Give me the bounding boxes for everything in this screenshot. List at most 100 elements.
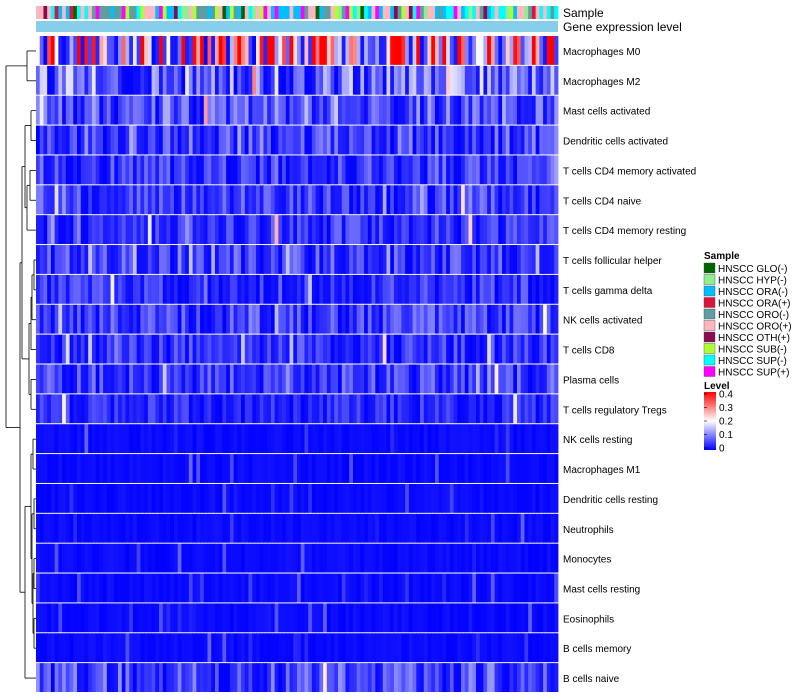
- heatmap-cell: [449, 95, 454, 125]
- row-label: Neutrophils: [563, 525, 614, 536]
- heatmap-cell: [196, 125, 201, 155]
- heatmap-cell: [393, 304, 399, 334]
- heatmap-cell: [442, 394, 447, 424]
- heatmap-cell: [36, 274, 41, 304]
- heatmap-cell: [464, 215, 469, 245]
- heatmap-cell: [237, 663, 242, 692]
- heatmap-cell: [203, 603, 208, 633]
- heatmap-cell: [106, 454, 111, 483]
- heatmap-cell: [99, 573, 104, 603]
- heatmap-cell: [114, 663, 119, 692]
- heatmap-cell: [110, 245, 115, 274]
- heatmap-cell: [140, 274, 145, 304]
- heatmap-cell: [77, 513, 82, 543]
- heatmap-cell: [490, 364, 496, 394]
- heatmap-cell: [200, 603, 205, 633]
- heatmap-cell: [166, 215, 171, 245]
- heatmap-cell: [326, 513, 331, 543]
- heatmap-cell: [147, 513, 152, 543]
- heatmap-cell: [62, 334, 67, 364]
- sample-annotation-cell: [531, 6, 537, 19]
- heatmap-cell: [487, 334, 492, 364]
- heatmap-cell: [505, 304, 510, 334]
- heatmap-cell: [110, 36, 115, 65]
- sample-legend-swatch: [703, 308, 716, 320]
- heatmap-cell: [308, 364, 313, 394]
- heatmap-cell: [140, 394, 145, 424]
- heatmap-cell: [106, 95, 111, 125]
- heatmap-cell: [442, 65, 447, 95]
- heatmap-cell: [315, 274, 320, 304]
- heatmap-cell: [259, 603, 264, 633]
- heatmap-cell: [159, 663, 164, 692]
- heatmap-cell: [211, 603, 216, 633]
- heatmap-cell: [293, 36, 298, 65]
- heatmap-cell: [490, 65, 496, 95]
- heatmap-cell: [405, 663, 410, 692]
- heatmap-cell: [77, 274, 82, 304]
- heatmap-cell: [47, 633, 52, 663]
- sample-annotation-cell: [479, 6, 484, 19]
- heatmap-cell: [285, 36, 290, 65]
- heatmap-cell: [282, 483, 287, 513]
- heatmap-cell: [539, 215, 544, 245]
- heatmap-cell: [330, 155, 335, 185]
- heatmap-cell: [520, 125, 525, 155]
- heatmap-cell: [218, 663, 223, 692]
- heatmap-cell: [323, 573, 328, 603]
- heatmap-cell: [446, 155, 451, 185]
- heatmap-cell: [226, 483, 231, 513]
- heatmap-cell: [442, 663, 447, 692]
- heatmap-cell: [188, 513, 193, 543]
- heatmap-cell: [364, 364, 369, 394]
- heatmap-cell: [50, 95, 56, 125]
- heatmap-cell: [412, 125, 417, 155]
- heatmap-cell: [50, 185, 56, 215]
- heatmap-cell: [274, 424, 279, 454]
- heatmap-cell: [106, 543, 111, 573]
- heatmap-cell: [129, 185, 134, 215]
- heatmap-cell: [330, 394, 335, 424]
- heatmap-cell: [289, 633, 294, 663]
- heatmap-cell: [166, 603, 171, 633]
- heatmap-cell: [289, 603, 294, 633]
- heatmap-cell: [323, 633, 328, 663]
- heatmap-cell: [196, 364, 201, 394]
- heatmap-cell: [468, 364, 473, 394]
- heatmap-cell: [461, 424, 466, 454]
- heatmap-cell: [77, 573, 82, 603]
- heatmap-cell: [229, 483, 235, 513]
- heatmap-cell: [423, 483, 428, 513]
- heatmap-cell: [472, 185, 477, 215]
- heatmap-cell: [80, 215, 85, 245]
- heatmap-cell: [99, 603, 104, 633]
- heatmap-cell: [326, 334, 331, 364]
- heatmap-cell: [371, 125, 376, 155]
- heatmap-cell: [311, 603, 317, 633]
- heatmap-cell: [472, 424, 477, 454]
- heatmap-cell: [255, 424, 261, 454]
- heatmap-cell: [483, 334, 488, 364]
- heatmap-cell: [338, 65, 343, 95]
- heatmap-cell: [326, 543, 331, 573]
- heatmap-cell: [438, 155, 443, 185]
- heatmap-cell: [382, 424, 387, 454]
- heatmap-cell: [203, 95, 208, 125]
- heatmap-cell: [140, 513, 145, 543]
- heatmap-cell: [341, 513, 346, 543]
- heatmap-cell: [110, 185, 115, 215]
- heatmap-cell: [103, 394, 108, 424]
- heatmap-cell: [144, 185, 149, 215]
- heatmap-cell: [531, 36, 537, 65]
- heatmap-cell: [293, 304, 298, 334]
- heatmap-cell: [546, 603, 551, 633]
- heatmap-cell: [367, 513, 372, 543]
- heatmap-cell: [531, 185, 537, 215]
- heatmap-cell: [393, 215, 399, 245]
- heatmap-cell: [401, 603, 406, 633]
- heatmap-cell: [379, 603, 384, 633]
- heatmap-cell: [554, 364, 559, 394]
- heatmap-cell: [155, 633, 160, 663]
- heatmap-cell: [401, 215, 406, 245]
- sample-annotation-cell: [382, 6, 387, 19]
